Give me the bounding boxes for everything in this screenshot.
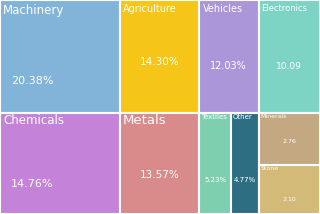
- Text: Agriculture: Agriculture: [123, 4, 177, 14]
- Bar: [231, 113, 259, 214]
- Bar: [0, 0, 120, 113]
- Text: Minerals: Minerals: [261, 114, 287, 119]
- Bar: [199, 0, 259, 113]
- Text: 5.23%: 5.23%: [204, 177, 227, 183]
- Text: Stone: Stone: [261, 166, 279, 171]
- Text: 14.76%: 14.76%: [11, 179, 53, 189]
- Bar: [120, 0, 199, 113]
- Bar: [199, 113, 231, 214]
- Text: 4.77%: 4.77%: [234, 177, 256, 183]
- Text: 2.10: 2.10: [283, 196, 296, 202]
- Text: Electronics: Electronics: [261, 4, 307, 13]
- Text: Chemicals: Chemicals: [3, 114, 64, 128]
- Text: Other: Other: [233, 114, 253, 120]
- Text: 14.30%: 14.30%: [140, 57, 180, 67]
- Bar: [120, 113, 199, 214]
- Text: 12.03%: 12.03%: [211, 61, 247, 71]
- Bar: [259, 165, 320, 214]
- Text: 20.38%: 20.38%: [11, 76, 53, 86]
- Text: Machinery: Machinery: [3, 4, 65, 17]
- Text: 13.57%: 13.57%: [140, 171, 180, 180]
- Text: 2.76: 2.76: [282, 139, 296, 144]
- Bar: [259, 113, 320, 165]
- Text: Vehicles: Vehicles: [203, 4, 243, 14]
- Text: 10.09: 10.09: [276, 62, 302, 71]
- Text: Textiles: Textiles: [201, 114, 227, 120]
- Bar: [259, 0, 320, 113]
- Bar: [0, 113, 120, 214]
- Text: Metals: Metals: [123, 114, 167, 128]
